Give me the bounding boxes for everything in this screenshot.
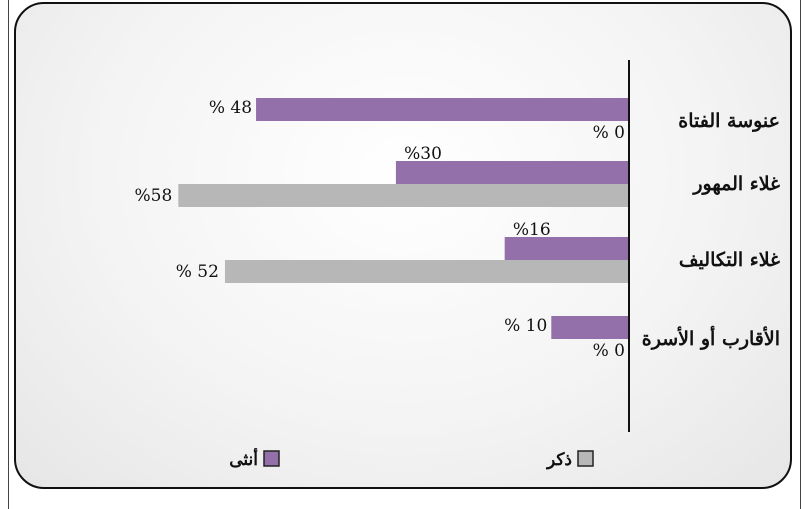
value-label-male-3: % 0 (593, 341, 625, 361)
bar-female-2 (504, 237, 629, 260)
category-label-2: غلاء التكاليف (679, 249, 780, 271)
category-label-0: عنوسة الفتاة (678, 110, 780, 132)
bar-female-3 (551, 316, 629, 339)
legend-swatch-female (263, 450, 280, 467)
chart-card (14, 2, 792, 489)
bar-male-1 (178, 184, 629, 207)
category-label-3: الأقارب أو الأسرة (642, 325, 780, 350)
bar-male-2 (224, 260, 629, 283)
bar-female-0 (256, 98, 629, 121)
labels-layer: عنوسة الفتاة % 48 % 0 غلاء المهور %30 %58 غلاء… (135, 98, 781, 361)
bars-layer (178, 98, 629, 339)
value-label-female-1: %30 (404, 144, 442, 164)
value-label-female-2: %16 (513, 220, 551, 240)
value-label-male-1: %58 (135, 186, 173, 206)
value-label-male-0: % 0 (593, 123, 625, 143)
value-label-female-0: % 48 (209, 98, 252, 118)
value-label-female-3: % 10 (504, 316, 547, 336)
legend-swatch-male (577, 450, 594, 467)
legend: أنثى ذكر (229, 447, 594, 470)
page-border-right (800, 0, 801, 509)
category-label-1: غلاء المهور (691, 173, 780, 195)
value-label-male-2: % 52 (176, 262, 219, 282)
legend-label-female: أنثى (229, 447, 258, 470)
page-border-left (8, 0, 9, 509)
bar-female-1 (395, 161, 629, 184)
legend-label-male: ذكر (545, 450, 572, 470)
